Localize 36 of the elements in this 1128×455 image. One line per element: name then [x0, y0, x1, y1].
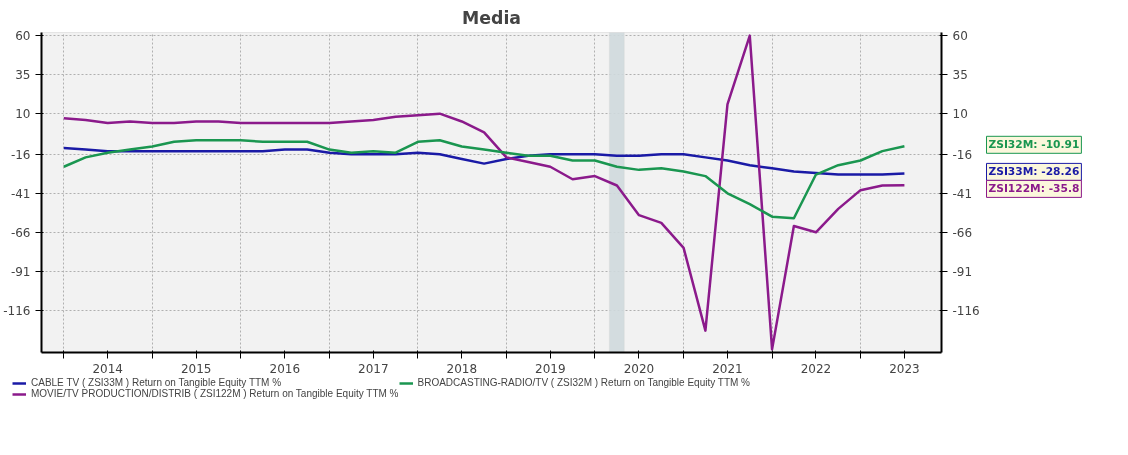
text: ZSI32M: -10.91	[988, 138, 1080, 152]
y-tick-label: 35	[15, 68, 31, 83]
y2-tick-label: -16	[952, 147, 973, 162]
y2-tick-label: 10	[952, 107, 968, 122]
y-tick-label: -41	[10, 186, 31, 201]
x-tick-label: 2021	[712, 361, 743, 376]
y2-tick-label: 60	[952, 29, 968, 44]
y-tick-label: -66	[10, 225, 31, 240]
x-tick-label: 2022	[800, 361, 832, 376]
y-tick-label: 10	[15, 107, 31, 122]
y2-tick-label: -66	[952, 225, 973, 240]
x-tick-label: 2017	[358, 361, 389, 376]
text: ZSI33M: -28.26	[988, 165, 1080, 179]
y-tick-label: -16	[10, 147, 31, 162]
chart-title: Media	[461, 7, 522, 28]
line-series	[62, 146, 906, 176]
text: ZSI122M: -35.8	[988, 182, 1080, 196]
x-tick-label: 2014	[92, 361, 123, 376]
x-tick-label: 2016	[269, 361, 301, 376]
x-tick-label: 2019	[535, 361, 566, 376]
y-tick-label: 60	[15, 29, 31, 44]
legend-label: BROADCASTING-RADIO/TV ( ZSI32M ) Return on Tangible Equity TTM %	[417, 377, 751, 388]
x-tick-label: 2018	[446, 361, 478, 376]
y2-tick-label: -91	[952, 264, 973, 279]
x-tick-label: 2023	[889, 361, 920, 376]
legend-label: CABLE TV ( ZSI33M ) Return on Tangible Equity TTM %	[31, 377, 282, 388]
x-tick-label: 2020	[623, 361, 655, 376]
y2-tick-label: -116	[952, 303, 980, 318]
legend-label: MOVIE/TV PRODUCTION/DISTRIB ( ZSI122M ) Return on Tangible Equity TTM %	[31, 388, 399, 399]
y2-tick-label: 35	[952, 68, 968, 83]
y-tick-label: -116	[3, 303, 31, 318]
x-tick-label: 2015	[180, 361, 212, 376]
y2-tick-label: -41	[952, 186, 973, 201]
line-series	[62, 34, 906, 351]
line-series	[62, 138, 906, 220]
y-tick-label: -91	[10, 264, 31, 279]
